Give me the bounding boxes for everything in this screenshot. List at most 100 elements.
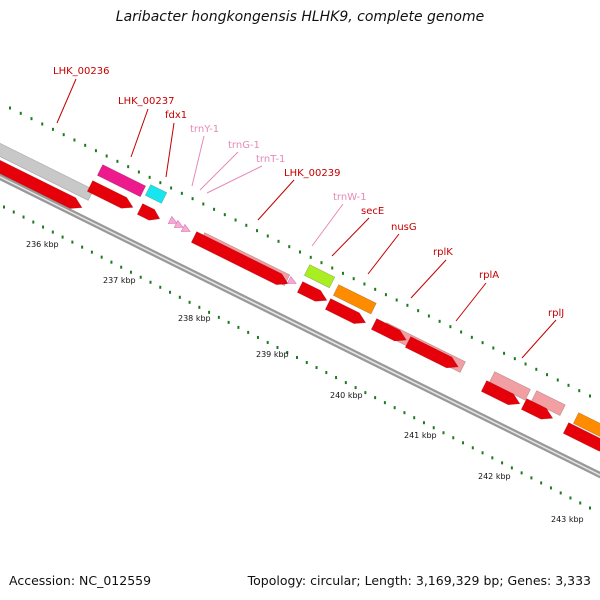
gene-label-trnt-1-leader <box>206 165 263 194</box>
gene-bar-lhk-00237 <box>96 164 147 198</box>
tick-mark-inner <box>266 340 269 344</box>
tick-mark-inner <box>198 305 201 309</box>
gene-label-trny-1-leader <box>191 135 205 187</box>
gene-label-rpla-leader <box>455 282 487 322</box>
tick-mark-inner <box>579 501 582 505</box>
tick-mark-outer <box>170 186 173 190</box>
tick-mark-outer <box>513 357 516 361</box>
tick-mark-outer <box>41 122 44 126</box>
tick-mark-inner <box>159 285 162 289</box>
tick-mark-outer <box>417 309 420 313</box>
tick-label: 239 kbp <box>256 350 289 359</box>
tick-mark-inner <box>520 471 523 475</box>
gene-label-trng-1: trnG-1 <box>228 140 260 151</box>
tick-mark-outer <box>449 325 452 329</box>
cds-arrow-8 <box>404 336 459 369</box>
tick-label: 241 kbp <box>404 431 437 440</box>
tick-mark-inner <box>256 335 259 339</box>
tick-mark-inner <box>501 461 504 465</box>
trna-arrow-2 <box>173 219 184 228</box>
gene-label-lhk-00236-leader <box>56 78 77 124</box>
gene-bar-secE <box>332 284 377 315</box>
tick-mark-outer <box>481 341 484 345</box>
gene-bar-trnW-1 <box>303 264 336 289</box>
gene-label-trnw-1: trnW-1 <box>333 192 367 203</box>
tick-mark-inner <box>110 260 113 264</box>
tick-mark-inner <box>208 310 211 314</box>
gene-label-trng-1-leader <box>199 151 239 191</box>
tick-mark-inner <box>442 431 445 435</box>
tick-mark-inner <box>530 476 533 480</box>
gene-label-rplk: rplK <box>433 247 453 258</box>
tick-mark-outer <box>19 111 22 115</box>
tick-mark-inner <box>51 230 54 234</box>
tick-mark-inner <box>100 255 103 259</box>
tick-label: 236 kbp <box>26 240 59 249</box>
gene-label-trny-1: trnY-1 <box>190 124 219 135</box>
gene-label-sece-leader <box>331 217 370 257</box>
tick-mark-inner <box>569 496 572 500</box>
tick-mark-inner <box>247 330 250 334</box>
tick-mark-outer <box>256 229 259 233</box>
tick-mark-inner <box>188 300 191 304</box>
tick-mark-outer <box>470 335 473 339</box>
tick-mark-outer <box>191 197 194 201</box>
tick-mark-outer <box>266 234 269 238</box>
tick-mark-outer <box>180 191 183 195</box>
gene-label-rplj: rplJ <box>548 308 564 319</box>
trna-arrow-3 <box>180 223 191 232</box>
tick-mark-inner <box>296 356 298 359</box>
tick-mark-inner <box>354 386 357 390</box>
tick-mark-outer <box>159 181 162 185</box>
genome-summary: Topology: circular; Length: 3,169,329 bp… <box>247 573 591 588</box>
tick-label: 240 kbp <box>330 391 363 400</box>
tick-mark-inner <box>540 481 543 485</box>
tick-mark-outer <box>213 207 216 211</box>
tick-mark-outer <box>62 133 65 137</box>
tick-mark-inner <box>374 396 377 400</box>
tick-mark-inner <box>3 205 5 209</box>
tick-mark-inner <box>32 220 35 224</box>
tick-mark-outer <box>535 367 538 371</box>
trna-arrow-1 <box>167 215 178 224</box>
tick-track: 236 kbp 237 kbp 238 kbp 239 kbp 240 kbp 241 k… <box>3 106 591 524</box>
tick-mark-inner <box>364 391 367 395</box>
tick-mark-outer <box>223 213 226 217</box>
tick-mark-outer <box>245 223 248 227</box>
tick-mark-outer <box>384 293 387 297</box>
tick-mark-outer <box>234 218 237 222</box>
tick-mark-outer <box>503 351 506 355</box>
tick-mark-inner <box>276 345 279 349</box>
tick-mark-outer <box>460 330 463 334</box>
cds-arrow-4 <box>190 231 289 285</box>
tick-mark-inner <box>315 366 318 370</box>
tick-mark-inner <box>120 265 123 269</box>
gene-label-lhk-00239-leader <box>257 179 295 221</box>
tick-mark-outer <box>320 261 323 265</box>
tick-mark-inner <box>169 290 172 294</box>
tick-mark-outer <box>116 159 119 163</box>
tick-label: 243 kbp <box>551 515 584 524</box>
tick-mark-inner <box>71 240 74 244</box>
cds-arrow-6 <box>324 298 367 324</box>
tick-label: 237 kbp <box>103 276 136 285</box>
tick-mark-outer <box>30 117 33 121</box>
gene-label-fdx1: fdx1 <box>165 110 187 121</box>
gene-label-sece: secE <box>361 206 384 217</box>
tick-mark-outer <box>73 138 76 142</box>
feature-track <box>0 129 600 452</box>
tick-mark-inner <box>217 315 220 319</box>
tick-mark-outer <box>492 346 495 350</box>
tick-mark-inner <box>344 381 347 385</box>
tick-mark-outer <box>127 165 130 169</box>
genome-backbone <box>0 173 600 479</box>
tick-mark-inner <box>422 421 425 425</box>
tick-mark-inner <box>383 401 386 405</box>
tick-mark-outer <box>589 394 591 398</box>
tick-mark-inner <box>491 456 494 460</box>
tick-mark-outer <box>438 319 441 323</box>
tick-mark-inner <box>413 416 416 420</box>
tick-mark-inner <box>325 371 328 375</box>
gene-label-rplj-leader <box>521 319 557 359</box>
